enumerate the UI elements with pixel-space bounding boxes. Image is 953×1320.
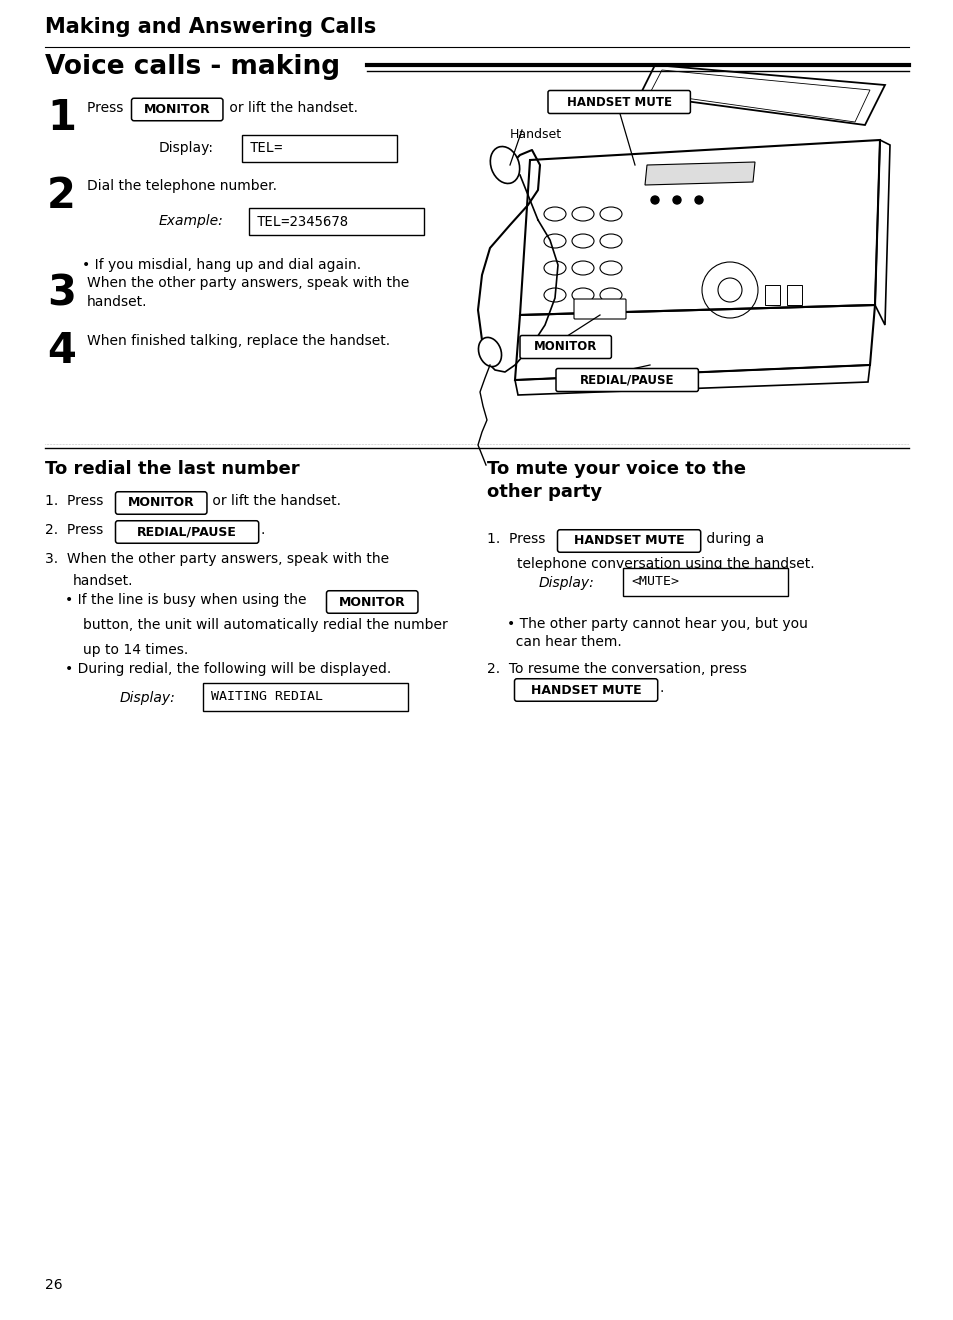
- FancyBboxPatch shape: [249, 209, 423, 235]
- FancyBboxPatch shape: [519, 335, 611, 359]
- Text: REDIAL/PAUSE: REDIAL/PAUSE: [137, 525, 236, 539]
- Text: up to 14 times.: up to 14 times.: [83, 643, 188, 657]
- Text: WAITING REDIAL: WAITING REDIAL: [211, 690, 323, 704]
- FancyBboxPatch shape: [557, 529, 700, 552]
- Text: 26: 26: [45, 1278, 63, 1292]
- Text: • If the line is busy when using the: • If the line is busy when using the: [65, 593, 311, 607]
- Text: 2: 2: [47, 176, 76, 216]
- Text: during a: during a: [701, 532, 763, 546]
- Text: Example:: Example:: [159, 214, 224, 228]
- FancyBboxPatch shape: [203, 682, 408, 711]
- Polygon shape: [644, 162, 754, 185]
- Text: When finished talking, replace the handset.: When finished talking, replace the hands…: [87, 334, 390, 348]
- Circle shape: [650, 195, 659, 205]
- Text: MONITOR: MONITOR: [128, 496, 194, 510]
- FancyBboxPatch shape: [547, 91, 690, 114]
- Ellipse shape: [478, 338, 501, 367]
- Text: 3: 3: [47, 272, 76, 314]
- Text: To redial the last number: To redial the last number: [45, 459, 299, 478]
- Text: <MUTE>: <MUTE>: [630, 576, 679, 589]
- FancyBboxPatch shape: [786, 285, 801, 305]
- Text: 4: 4: [47, 330, 76, 372]
- Text: button, the unit will automatically redial the number: button, the unit will automatically redi…: [83, 618, 447, 632]
- FancyBboxPatch shape: [132, 98, 223, 120]
- Text: MONITOR: MONITOR: [338, 595, 405, 609]
- Text: .: .: [260, 523, 264, 537]
- FancyBboxPatch shape: [764, 285, 780, 305]
- FancyBboxPatch shape: [622, 568, 787, 597]
- Text: 3.  When the other party answers, speak with the: 3. When the other party answers, speak w…: [45, 552, 389, 566]
- Text: TEL=2345678: TEL=2345678: [256, 214, 349, 228]
- Text: REDIAL/PAUSE: REDIAL/PAUSE: [579, 374, 674, 387]
- Text: • The other party cannot hear you, but you
  can hear them.: • The other party cannot hear you, but y…: [506, 616, 807, 649]
- Text: MONITOR: MONITOR: [534, 341, 597, 354]
- Text: 2.  To resume the conversation, press: 2. To resume the conversation, press: [486, 663, 746, 676]
- Text: HANDSET MUTE: HANDSET MUTE: [573, 535, 683, 548]
- FancyBboxPatch shape: [115, 492, 207, 515]
- FancyBboxPatch shape: [574, 300, 625, 319]
- Text: HANDSET MUTE: HANDSET MUTE: [566, 95, 671, 108]
- Text: telephone conversation using the handset.: telephone conversation using the handset…: [517, 557, 814, 572]
- Circle shape: [672, 195, 680, 205]
- Text: • If you misdial, hang up and dial again.: • If you misdial, hang up and dial again…: [82, 257, 361, 272]
- Text: 1.  Press: 1. Press: [486, 532, 549, 546]
- Text: HANDSET MUTE: HANDSET MUTE: [530, 684, 640, 697]
- Text: .: .: [659, 681, 663, 696]
- Text: Making and Answering Calls: Making and Answering Calls: [45, 17, 375, 37]
- Text: Dial the telephone number.: Dial the telephone number.: [87, 180, 276, 193]
- FancyBboxPatch shape: [514, 678, 657, 701]
- FancyBboxPatch shape: [115, 521, 258, 544]
- Text: handset.: handset.: [73, 574, 133, 587]
- Text: or lift the handset.: or lift the handset.: [209, 494, 341, 508]
- Text: TEL=: TEL=: [250, 141, 283, 156]
- Text: MONITOR: MONITOR: [144, 103, 211, 116]
- Text: • During redial, the following will be displayed.: • During redial, the following will be d…: [65, 663, 391, 676]
- Text: Display:: Display:: [120, 690, 175, 705]
- Text: or lift the handset.: or lift the handset.: [225, 102, 358, 115]
- Text: To mute your voice to the
other party: To mute your voice to the other party: [486, 459, 745, 500]
- Text: Press: Press: [87, 102, 128, 115]
- FancyBboxPatch shape: [326, 591, 417, 614]
- Text: When the other party answers, speak with the
handset.: When the other party answers, speak with…: [87, 276, 409, 309]
- Text: Display:: Display:: [538, 576, 594, 590]
- Text: 2.  Press: 2. Press: [45, 523, 108, 537]
- FancyBboxPatch shape: [556, 368, 698, 392]
- Ellipse shape: [490, 147, 519, 183]
- Text: 1: 1: [47, 96, 76, 139]
- Text: Handset: Handset: [510, 128, 561, 141]
- Text: Voice calls - making: Voice calls - making: [45, 54, 340, 81]
- Text: Display:: Display:: [159, 141, 213, 154]
- Text: 1.  Press: 1. Press: [45, 494, 108, 508]
- Circle shape: [695, 195, 702, 205]
- FancyBboxPatch shape: [242, 135, 396, 162]
